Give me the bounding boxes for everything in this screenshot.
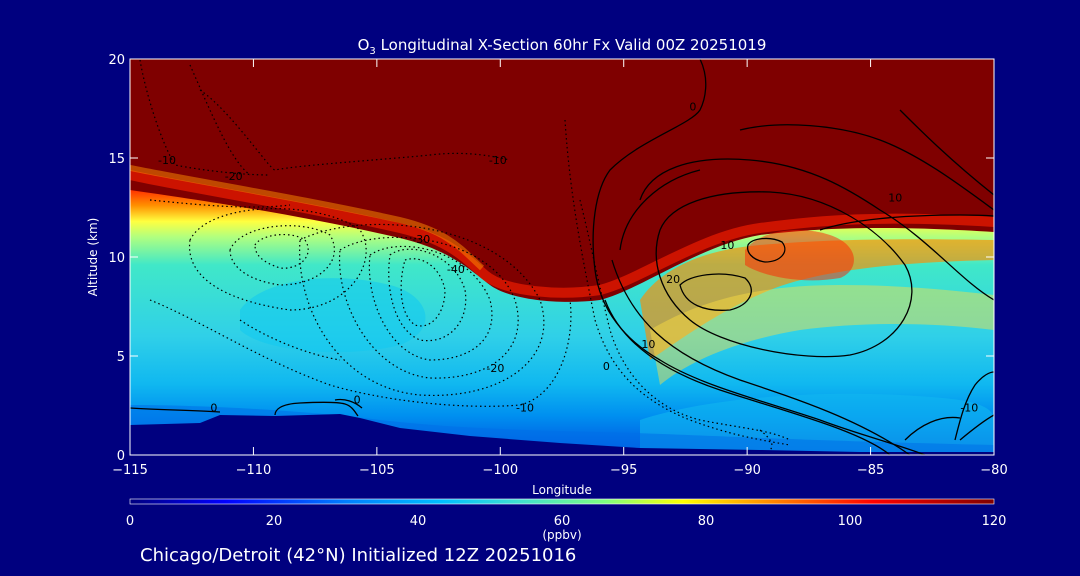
colorbar-tick-label: 80 <box>698 514 715 529</box>
contour-label: 0 <box>603 360 610 373</box>
x-axis-label: Longitude <box>532 483 592 497</box>
ozone-field: -10 -20 -10 0 -30 -40 10 10 20 10 0 -20 -10 0 0 -10 <box>130 59 994 455</box>
x-tick-label: −100 <box>482 463 518 478</box>
contour-label: 0 <box>210 401 217 414</box>
x-tick-label: −80 <box>980 463 1007 478</box>
x-tick-label: −90 <box>733 463 760 478</box>
terrain <box>130 414 994 455</box>
y-tick-label: 15 <box>108 152 125 167</box>
contour-label: -10 <box>516 401 534 414</box>
x-tick-label: −115 <box>112 463 148 478</box>
contour-label: 20 <box>666 273 680 286</box>
y-tick-label: 0 <box>117 449 125 464</box>
colorbar-tick-label: 0 <box>126 514 134 529</box>
y-tick-label: 10 <box>108 251 125 266</box>
contour-label: -10 <box>158 154 176 167</box>
colorbar-unit-label: (ppbv) <box>542 528 581 542</box>
footer-caption: Chicago/Detroit (42°N) Initialized 12Z 2… <box>140 545 576 566</box>
contour-label: 0 <box>689 101 696 114</box>
x-tick-label: −85 <box>857 463 884 478</box>
y-tick-label: 20 <box>108 53 125 68</box>
contour-label: 10 <box>641 338 655 351</box>
x-tick-label: −95 <box>610 463 637 478</box>
contour-label: 10 <box>720 239 734 252</box>
colorbar-tick-label: 20 <box>266 514 283 529</box>
contour-label: -40 <box>447 263 465 276</box>
x-tick-label: −110 <box>236 463 272 478</box>
y-axis-label: Altitude (km) <box>86 218 100 297</box>
contour-label: 0 <box>354 394 361 407</box>
colorbar-tick-label: 40 <box>410 514 427 529</box>
y-tick-label: 5 <box>117 350 125 365</box>
contour-label: -30 <box>412 233 430 246</box>
contour-label: -10 <box>960 401 978 414</box>
colorbar-tick-label: 60 <box>554 514 571 529</box>
colorbar <box>129 498 995 505</box>
x-tick-label: −105 <box>359 463 395 478</box>
colorbar-tick-label: 100 <box>838 514 863 529</box>
colorbar-tick-label: 120 <box>982 514 1007 529</box>
contour-label: 10 <box>888 192 902 205</box>
chart-title: O3 Longitudinal X-Section 60hr Fx Valid … <box>358 36 767 57</box>
contour-label: -10 <box>489 154 507 167</box>
contour-label: -20 <box>225 170 243 183</box>
contour-label: -20 <box>486 362 504 375</box>
